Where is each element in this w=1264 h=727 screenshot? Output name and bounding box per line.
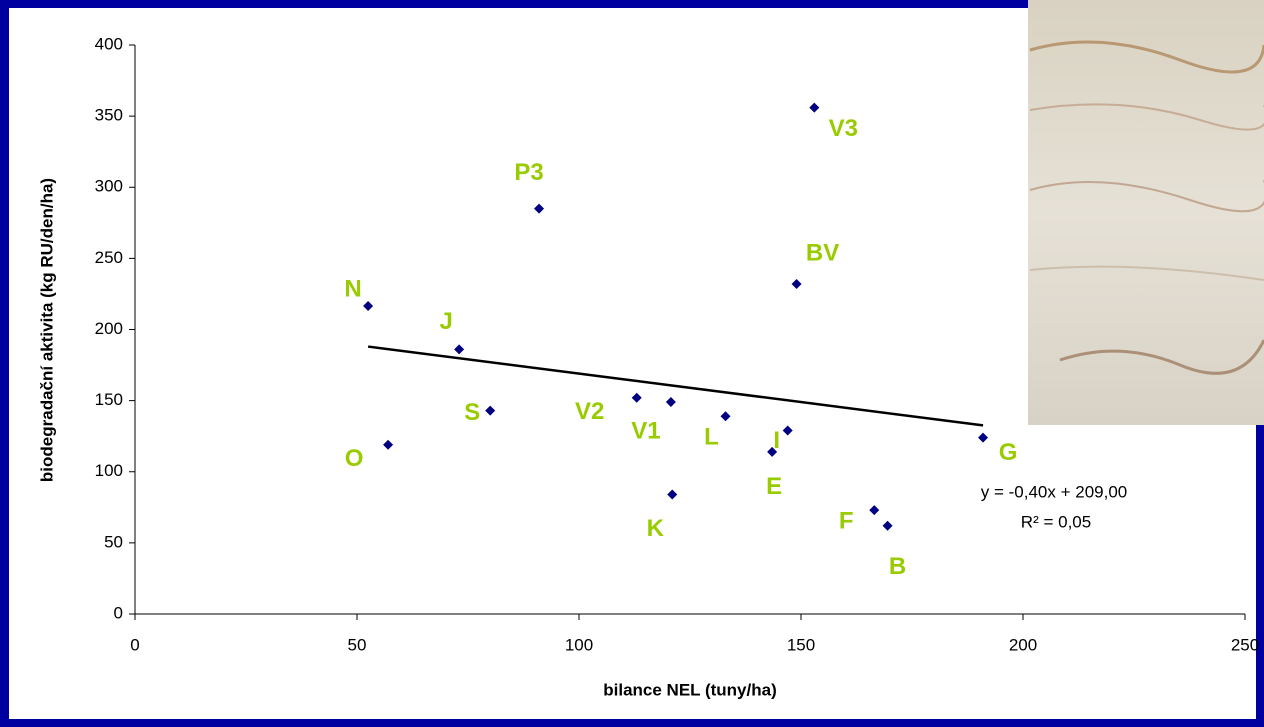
point [767, 446, 778, 457]
point [782, 425, 793, 436]
point [534, 203, 545, 214]
point [485, 405, 496, 416]
point [869, 505, 880, 516]
point-label: O [345, 445, 364, 472]
point-label: K [647, 515, 665, 542]
y-tick-label: 200 [95, 319, 123, 338]
point-label: N [344, 275, 361, 302]
y-tick-label: 0 [114, 603, 123, 622]
y-axis-title: biodegradační aktivita (kg RU/den/ha) [37, 178, 56, 482]
trend-r2: R² = 0,05 [1021, 512, 1091, 531]
trendline [367, 345, 984, 427]
point-label: F [839, 508, 854, 535]
point-label: J [439, 308, 452, 335]
point-label: B [889, 553, 906, 580]
point-label: L [704, 424, 719, 451]
point-label: E [766, 473, 782, 500]
point [978, 432, 989, 443]
texture-image [1028, 0, 1264, 425]
y-tick-label: 350 [95, 106, 123, 125]
point [363, 301, 374, 312]
x-tick-label: 150 [787, 635, 815, 654]
point-label: I [773, 427, 780, 454]
y-tick-label: 400 [95, 34, 123, 53]
point-label: P3 [514, 159, 543, 186]
x-tick-label: 50 [348, 635, 367, 654]
y-tick-label: 50 [104, 532, 123, 551]
point [809, 102, 820, 113]
y-tick-label: 150 [95, 390, 123, 409]
point [791, 278, 802, 289]
x-tick-label: 200 [1009, 635, 1037, 654]
point [665, 397, 676, 408]
point-label: V1 [631, 417, 660, 444]
point-label: BV [806, 239, 839, 266]
point [667, 489, 678, 500]
x-tick-label: 250 [1231, 635, 1259, 654]
point [454, 344, 465, 355]
point-label: V3 [829, 115, 858, 142]
x-tick-label: 0 [130, 635, 139, 654]
point-label: G [999, 439, 1018, 466]
y-tick-label: 300 [95, 177, 123, 196]
y-tick-label: 250 [95, 248, 123, 267]
y-tick-label: 100 [95, 461, 123, 480]
point [631, 392, 642, 403]
x-tick-label: 100 [565, 635, 593, 654]
trend-equation: y = -0,40x + 209,00 [981, 482, 1128, 501]
point [720, 411, 731, 422]
x-axis-title: bilance NEL (tuny/ha) [603, 680, 777, 699]
point-label: V2 [575, 398, 604, 425]
point-label: S [464, 399, 480, 426]
point [383, 439, 394, 450]
point [882, 520, 893, 531]
